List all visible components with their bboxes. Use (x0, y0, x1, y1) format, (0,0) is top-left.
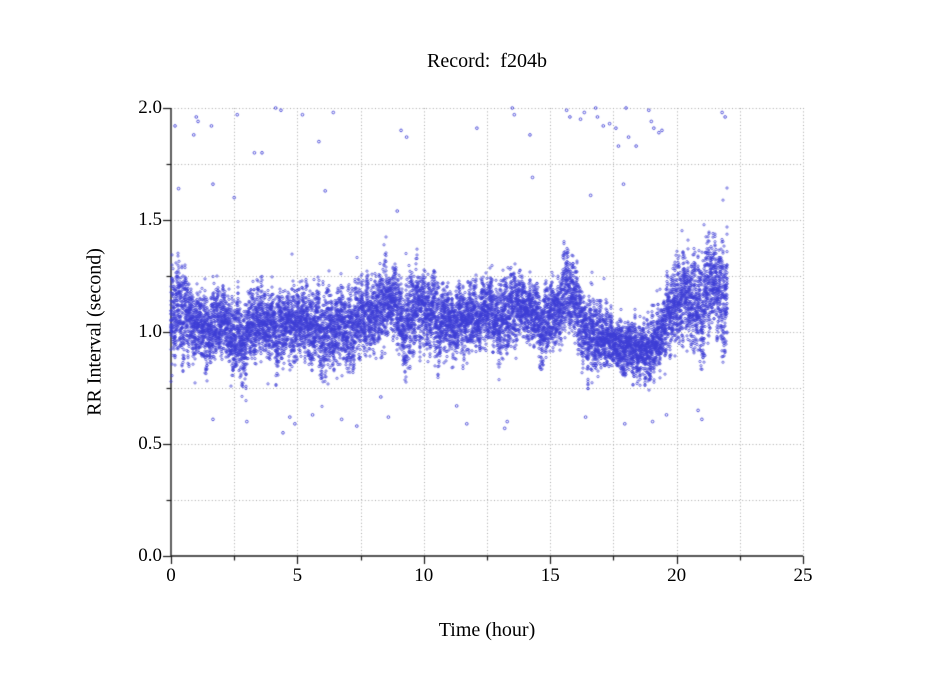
y-tick-label: 0.0 (138, 545, 162, 566)
x-tick-label: 10 (414, 565, 434, 586)
y-axis-title: RR Interval (second) (83, 248, 106, 416)
y-tick-label: 1.0 (138, 321, 162, 342)
x-tick-label: 0 (166, 565, 176, 586)
chart-title: Record: f204b (427, 50, 547, 72)
x-tick-label: 15 (540, 565, 560, 586)
y-tick-label: 0.5 (138, 433, 162, 454)
x-axis-title: Time (hour) (438, 619, 536, 641)
x-tick-label: 20 (667, 565, 687, 586)
x-tick-label: 5 (292, 565, 303, 586)
y-tick-label: 2.0 (138, 97, 162, 118)
y-tick-label: 1.5 (138, 209, 162, 230)
x-tick-label: 25 (793, 565, 813, 586)
